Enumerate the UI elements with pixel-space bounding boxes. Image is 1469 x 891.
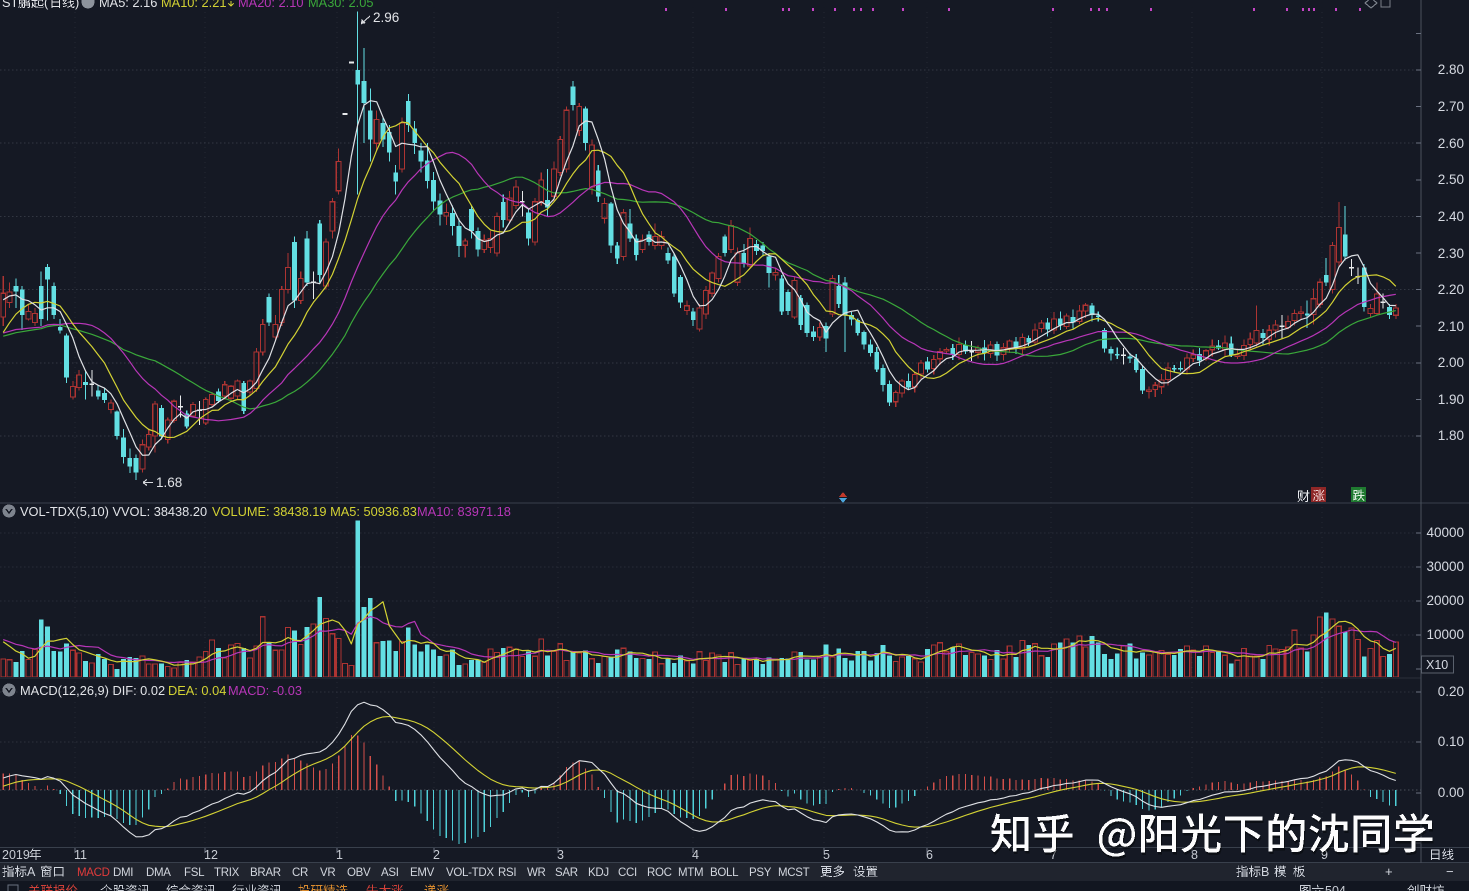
- svg-text:7: 7: [1050, 848, 1057, 862]
- svg-text:6: 6: [926, 848, 933, 862]
- svg-text:11: 11: [74, 848, 87, 862]
- svg-text:1.68: 1.68: [156, 475, 182, 490]
- svg-text:0.00: 0.00: [1438, 785, 1464, 800]
- svg-text:2.50: 2.50: [1438, 172, 1464, 187]
- svg-text:MA5: 2.16: MA5: 2.16: [99, 0, 157, 10]
- svg-text:1: 1: [336, 848, 343, 862]
- svg-text:ROC: ROC: [647, 867, 672, 879]
- svg-text:MA10: 2.21: MA10: 2.21: [161, 0, 226, 10]
- svg-text:RSI: RSI: [498, 867, 516, 879]
- svg-text:+: +: [1385, 864, 1393, 879]
- svg-text:2.40: 2.40: [1438, 209, 1464, 224]
- svg-text:ST: ST: [2, 0, 19, 10]
- svg-text:−: −: [1446, 864, 1454, 879]
- svg-text:OBV: OBV: [347, 867, 371, 879]
- svg-text:2.00: 2.00: [1438, 355, 1464, 370]
- svg-text:X10: X10: [1426, 658, 1448, 672]
- svg-text:MA10: 83971.18: MA10: 83971.18: [417, 504, 511, 519]
- svg-text:1.80: 1.80: [1438, 428, 1464, 443]
- svg-text:10000: 10000: [1426, 627, 1464, 642]
- svg-text:2019: 2019: [2, 848, 30, 862]
- svg-text:ASI: ASI: [381, 867, 399, 879]
- svg-text:(: (: [44, 0, 49, 10]
- svg-text:20000: 20000: [1426, 593, 1464, 608]
- svg-text:MACD(12,26,9) DIF: 0.02: MACD(12,26,9) DIF: 0.02: [20, 683, 165, 698]
- svg-text:TRIX: TRIX: [214, 867, 240, 879]
- svg-text:MACD: MACD: [77, 867, 110, 879]
- svg-text:2.20: 2.20: [1438, 282, 1464, 297]
- svg-text:2.70: 2.70: [1438, 99, 1464, 114]
- svg-text:DEA: 0.04: DEA: 0.04: [168, 683, 226, 698]
- svg-text:WR: WR: [527, 867, 546, 879]
- svg-text:MA30: 2.05: MA30: 2.05: [308, 0, 373, 10]
- svg-text:VOLUME: 38438.19 MA5: 50936.83: VOLUME: 38438.19 MA5: 50936.83: [212, 504, 417, 519]
- svg-text:2.60: 2.60: [1438, 136, 1464, 151]
- svg-text:VOL-TDX(5,10) VVOL: 38438.20: VOL-TDX(5,10) VVOL: 38438.20: [20, 504, 207, 519]
- svg-text:CCI: CCI: [618, 867, 637, 879]
- svg-text:3: 3: [557, 848, 564, 862]
- svg-text:MACD: -0.03: MACD: -0.03: [228, 683, 302, 698]
- svg-text:BOLL: BOLL: [710, 867, 739, 879]
- svg-text:SAR: SAR: [555, 867, 578, 879]
- svg-text:MA20: 2.10: MA20: 2.10: [238, 0, 303, 10]
- svg-text:VOL-TDX: VOL-TDX: [446, 867, 494, 879]
- svg-text:FSL: FSL: [184, 867, 205, 879]
- svg-text:A: A: [27, 865, 36, 879]
- svg-text:30000: 30000: [1426, 559, 1464, 574]
- svg-text:MCST: MCST: [778, 867, 810, 879]
- svg-text:504: 504: [1325, 884, 1346, 891]
- svg-text:2.80: 2.80: [1438, 62, 1464, 77]
- svg-text:8: 8: [1191, 848, 1198, 862]
- svg-text:5: 5: [823, 848, 830, 862]
- svg-text:MTM: MTM: [678, 867, 703, 879]
- svg-text:2.10: 2.10: [1438, 319, 1464, 334]
- svg-text:4: 4: [692, 848, 699, 862]
- svg-text:DMI: DMI: [113, 867, 133, 879]
- svg-text:0.10: 0.10: [1438, 734, 1464, 749]
- svg-text:PSY: PSY: [749, 867, 772, 879]
- svg-text:KDJ: KDJ: [588, 867, 609, 879]
- svg-text:VR: VR: [320, 867, 335, 879]
- svg-text:EMV: EMV: [410, 867, 435, 879]
- svg-text:2: 2: [433, 848, 440, 862]
- svg-text:1.90: 1.90: [1438, 392, 1464, 407]
- svg-text:40000: 40000: [1426, 525, 1464, 540]
- svg-text:2.30: 2.30: [1438, 246, 1464, 261]
- svg-text:CR: CR: [292, 867, 308, 879]
- svg-text:12: 12: [204, 848, 218, 862]
- svg-text:0.20: 0.20: [1438, 684, 1464, 699]
- svg-text:9: 9: [1321, 848, 1328, 862]
- svg-text:DMA: DMA: [146, 867, 171, 879]
- svg-text:B: B: [1261, 865, 1269, 879]
- svg-text:): ): [75, 0, 79, 10]
- svg-text:BRAR: BRAR: [250, 867, 281, 879]
- svg-text:2.96: 2.96: [373, 10, 399, 25]
